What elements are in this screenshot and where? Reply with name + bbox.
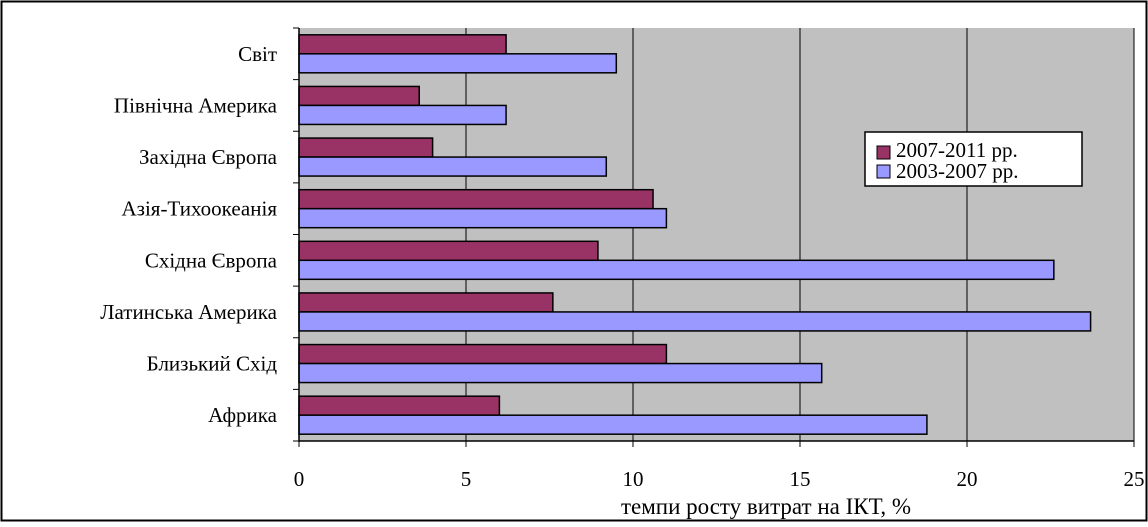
x-tick-label-4: 20 bbox=[957, 467, 978, 491]
category-label-6: Близький Схід bbox=[147, 352, 278, 376]
bar-series-2-7 bbox=[298, 414, 928, 435]
bar-series-1-0 bbox=[298, 34, 507, 55]
x-tick-label-1: 5 bbox=[461, 467, 472, 491]
bar-series-2-2 bbox=[298, 156, 608, 177]
legend-box bbox=[864, 131, 1083, 187]
bar-series-1-3 bbox=[298, 188, 654, 210]
bar-series-1-6 bbox=[298, 343, 668, 365]
x-tick-label-0: 0 bbox=[294, 467, 305, 491]
category-label-2: Західна Європа bbox=[139, 145, 278, 169]
legend-label-series-1: 2007-2011 рр. bbox=[896, 138, 1018, 162]
bar-series-2-3 bbox=[298, 207, 668, 229]
bar-series-2-1 bbox=[298, 104, 507, 126]
bar-series-2-0 bbox=[298, 53, 618, 74]
bar-series-2-4 bbox=[298, 259, 1055, 281]
x-axis-title: темпи росту витрат на ІКТ, % bbox=[621, 494, 911, 519]
legend-swatch-series-1 bbox=[876, 145, 891, 160]
category-label-5: Латинська Америка bbox=[100, 300, 277, 324]
axes: Світ Північна Америка Західна Європа Азія-Т… bbox=[100, 27, 1145, 491]
x-tick-label-5: 25 bbox=[1124, 467, 1145, 491]
category-label-0: Світ bbox=[238, 42, 277, 66]
bar-series-2-6 bbox=[298, 362, 823, 384]
bar-series-1-7 bbox=[298, 395, 501, 416]
bar-series-1-4 bbox=[298, 240, 599, 262]
category-label-4: Східна Європа bbox=[145, 248, 278, 272]
category-label-3: Азія-Тихоокеанія bbox=[121, 197, 277, 221]
bar-series-1-2 bbox=[298, 137, 434, 158]
bars bbox=[298, 34, 1092, 435]
legend-label-series-2: 2003-2007 рр. bbox=[896, 159, 1019, 183]
legend: 2007-2011 рр. 2003-2007 рр. bbox=[864, 131, 1083, 187]
bar-series-1-5 bbox=[298, 292, 554, 313]
category-label-1: Північна Америка bbox=[114, 93, 278, 117]
x-tick-label-3: 15 bbox=[790, 467, 811, 491]
bar-series-1-1 bbox=[298, 85, 420, 107]
bar-series-2-5 bbox=[298, 311, 1092, 332]
legend-swatch-series-2 bbox=[876, 164, 891, 179]
category-label-7: Африка bbox=[208, 403, 278, 427]
x-tick-label-2: 10 bbox=[623, 467, 644, 491]
